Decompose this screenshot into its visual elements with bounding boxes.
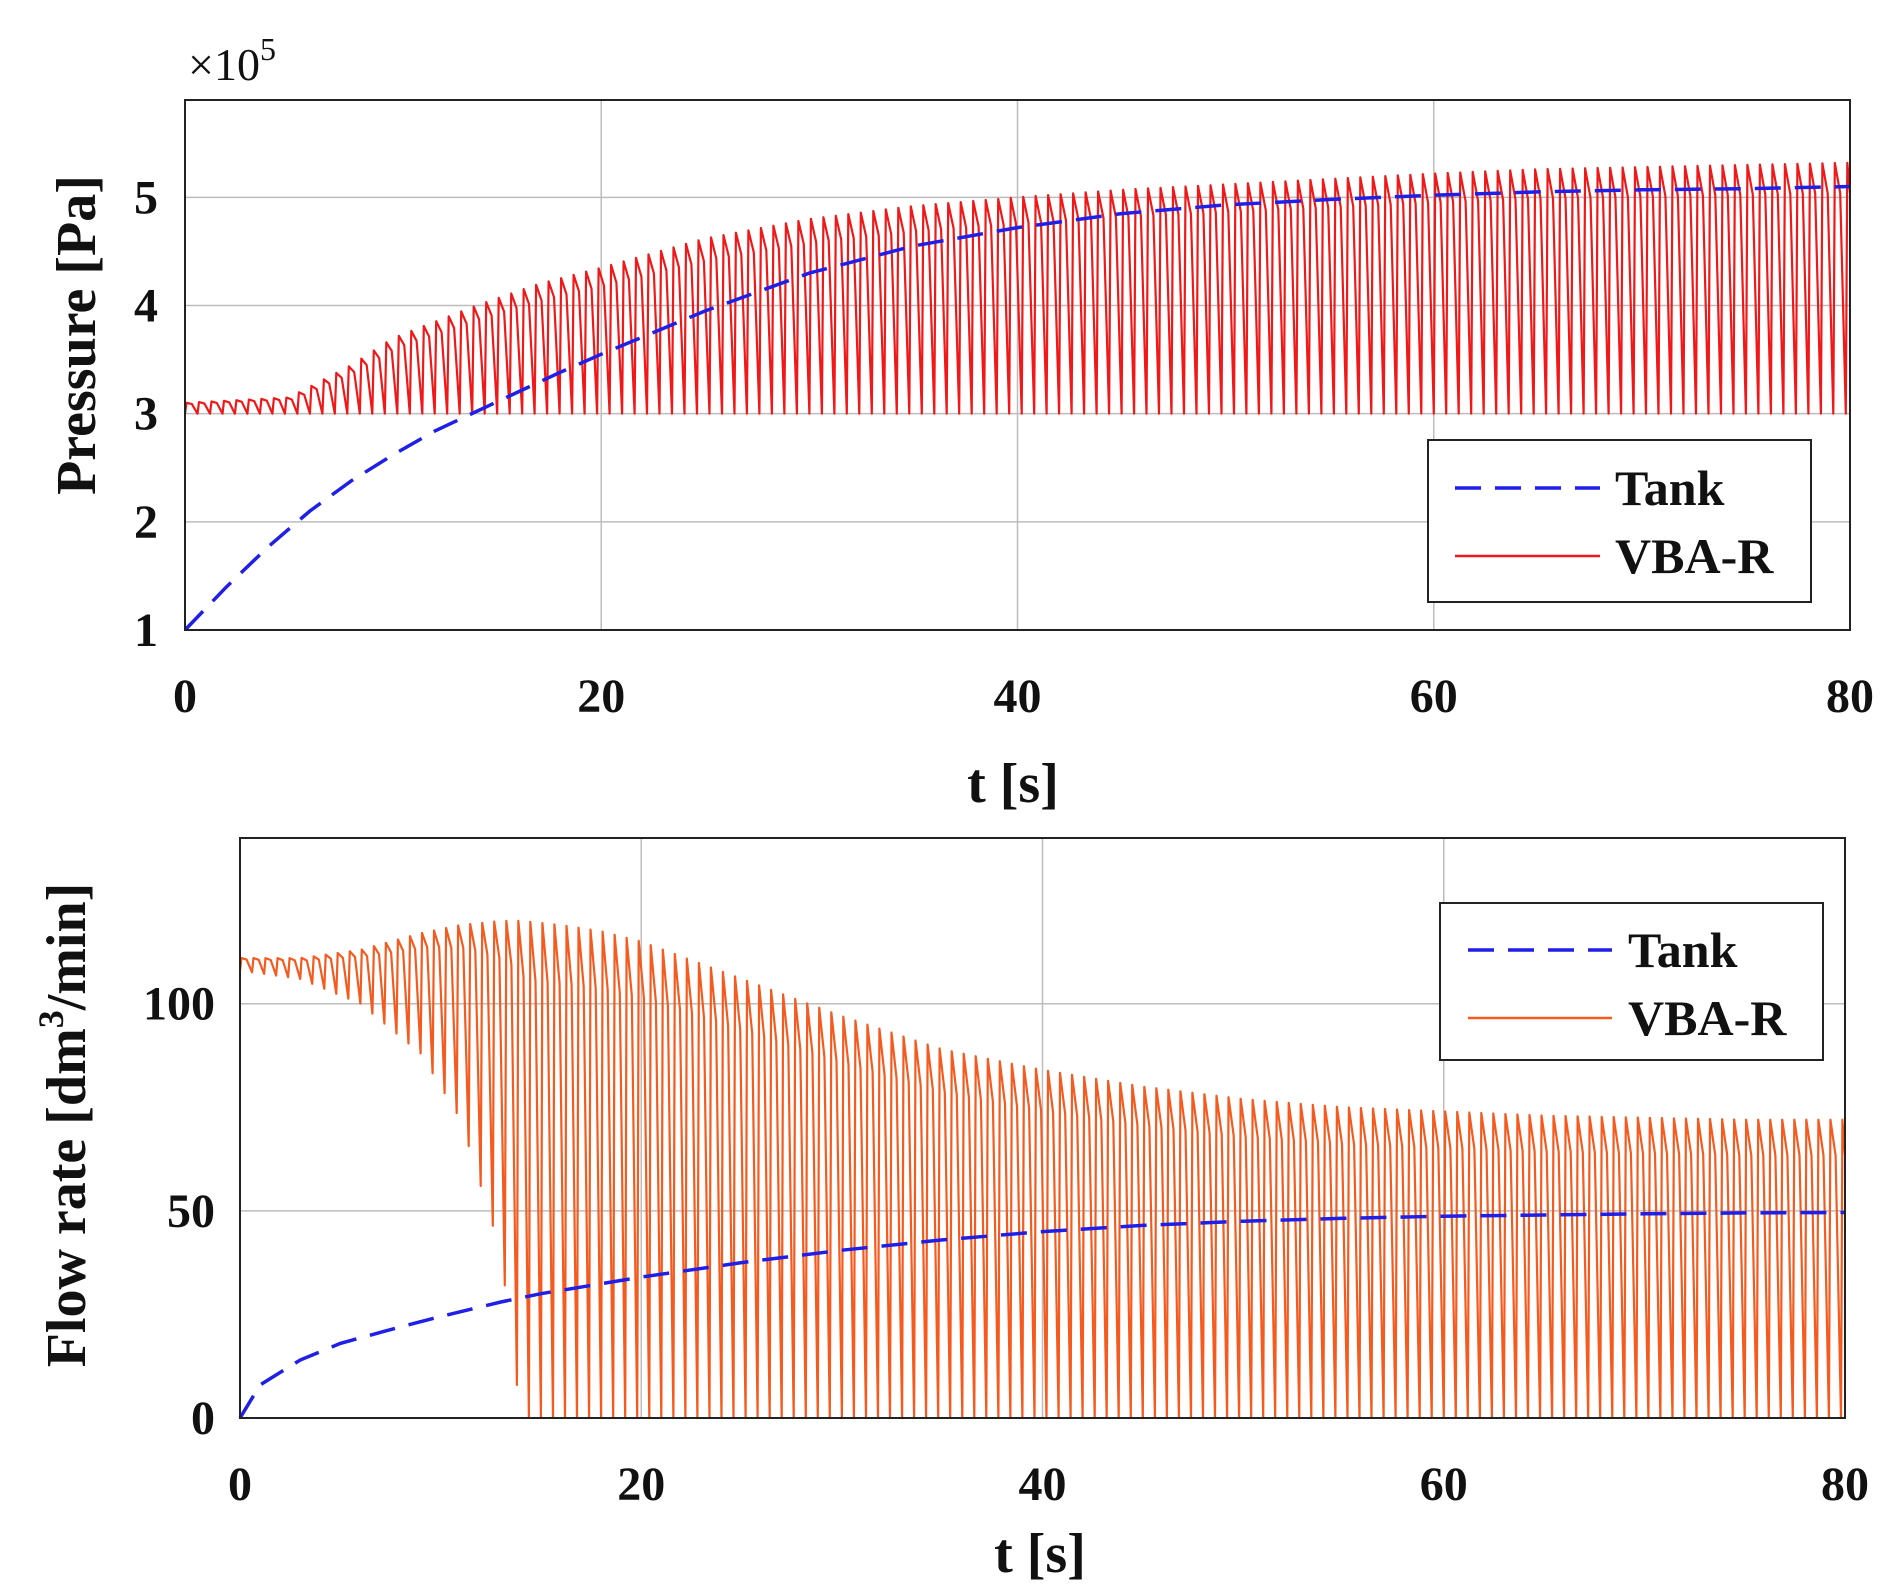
pressure-legend: Tank VBA-R — [1427, 439, 1812, 603]
pressure-axes-frame — [184, 99, 1851, 631]
flow-tick-labels: 0 20 40 60 80 0 50 100 — [143, 978, 1869, 1511]
pressure-x-axis-label: t [s] — [967, 753, 1059, 815]
flow-legend-label-tank: Tank — [1628, 922, 1738, 978]
pressure-y-exponent: ×105 — [188, 31, 276, 90]
flow-x-axis-label: t [s] — [994, 1523, 1086, 1585]
pressure-x-tick-label: 80 — [1826, 670, 1874, 723]
pressure-series-tank-line — [183, 184, 1851, 632]
flow-x-tick-label: 60 — [1420, 1458, 1468, 1511]
pressure-y-tick-label: 3 — [134, 388, 158, 441]
flow-x-tick-label: 0 — [228, 1458, 252, 1511]
pressure-series-vba-r-line — [183, 161, 1852, 415]
flow-y-tick-label: 50 — [167, 1185, 215, 1238]
flow-x-tick-label: 20 — [617, 1458, 665, 1511]
flow-rate-chart: 0 20 40 60 80 0 50 100 Flow rate [dm3/min] t [s… — [31, 837, 1869, 1585]
pressure-y-tick-label: 2 — [134, 496, 158, 549]
flow-y-tick-label: 100 — [143, 978, 215, 1031]
pressure-legend-label-vba-r: VBA-R — [1615, 528, 1774, 584]
pressure-x-tick-label: 60 — [1410, 670, 1458, 723]
pressure-legend-label-tank: Tank — [1615, 460, 1725, 516]
flow-axes-frame — [239, 837, 1846, 1419]
pressure-x-tick-label: 0 — [173, 670, 197, 723]
pressure-y-tick-label: 5 — [134, 171, 158, 224]
pressure-x-tick-label: 20 — [577, 670, 625, 723]
flow-legend-box — [1439, 902, 1824, 1061]
pressure-y-tick-label: 1 — [134, 604, 158, 657]
flow-y-axis-label: Flow rate [dm3/min] — [31, 883, 98, 1368]
pressure-series-layer — [183, 161, 1852, 632]
flow-series-vba-r-line — [238, 919, 1847, 1420]
pressure-y-tick-label: 4 — [134, 280, 158, 333]
flow-y-tick-label: 0 — [191, 1392, 215, 1445]
flow-series-layer — [238, 919, 1847, 1420]
flow-legend: Tank VBA-R — [1439, 902, 1824, 1061]
pressure-tick-labels: 0 20 40 60 80 1 2 3 4 5 — [134, 171, 1874, 723]
flow-x-tick-label: 40 — [1019, 1458, 1067, 1511]
pressure-legend-box — [1427, 439, 1812, 603]
pressure-y-axis-label: Pressure [Pa] — [46, 175, 108, 495]
pressure-x-tick-label: 40 — [994, 670, 1042, 723]
flow-legend-label-vba-r: VBA-R — [1628, 990, 1787, 1046]
flow-x-tick-label: 80 — [1821, 1458, 1869, 1511]
flow-series-tank-line — [238, 1210, 1846, 1419]
